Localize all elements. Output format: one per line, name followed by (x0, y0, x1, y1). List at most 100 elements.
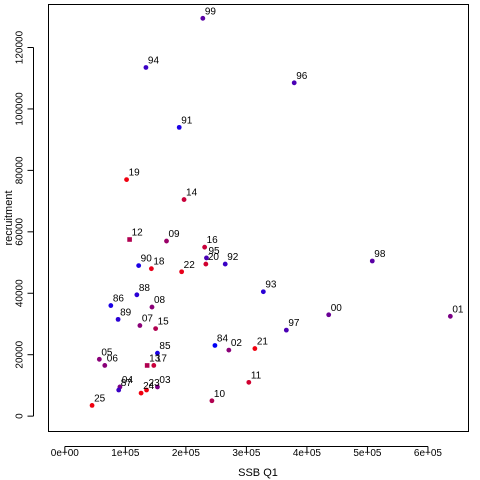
point-label: 84 (217, 333, 229, 344)
point-label: 96 (296, 71, 308, 82)
data-point (369, 258, 375, 264)
point-label: 86 (113, 294, 125, 305)
point-label: 08 (154, 295, 166, 306)
x-tick-label: 5e+05 (353, 448, 382, 459)
point-label: 85 (159, 341, 171, 352)
point-label: 01 (452, 304, 464, 315)
point-label: 21 (257, 337, 269, 348)
x-tick-label: 6e+05 (414, 448, 443, 459)
point-label: 17 (156, 353, 168, 364)
point-label: 25 (94, 393, 106, 404)
data-point (134, 292, 140, 298)
data-point (102, 363, 108, 368)
data-point (209, 398, 215, 404)
data-point (291, 80, 297, 86)
point-label: 91 (181, 115, 193, 126)
point-label: 95 (208, 246, 220, 257)
x-tick-label: 0e+00 (51, 448, 80, 459)
x-tick-label: 3e+05 (232, 448, 261, 459)
point-label: 12 (132, 228, 144, 239)
data-point (246, 379, 252, 385)
point-label: 02 (231, 338, 243, 349)
y-tick-label: 40000 (15, 279, 26, 307)
data-point (108, 303, 114, 308)
data-point (164, 238, 169, 244)
point-label: 14 (186, 188, 198, 199)
data-point (116, 387, 122, 393)
data-point (222, 261, 228, 267)
x-axis-label: SSB Q1 (238, 467, 278, 479)
point-label: 23 (149, 378, 161, 389)
point-label: 09 (169, 229, 181, 240)
point-label: 16 (207, 235, 219, 246)
y-tick-label: 80000 (15, 156, 26, 184)
point-label: 11 (251, 370, 262, 381)
data-points (89, 15, 453, 408)
point-label: 97 (288, 318, 300, 329)
y-tick-label: 60000 (15, 217, 26, 245)
data-point (252, 346, 258, 351)
data-point (204, 255, 209, 261)
plot-frame (48, 4, 469, 432)
point-label: 06 (107, 353, 119, 364)
data-point (89, 402, 95, 408)
point-label: 07 (142, 314, 154, 325)
data-point (203, 261, 209, 267)
data-point (212, 343, 218, 348)
data-point (115, 316, 121, 322)
data-point (144, 387, 149, 393)
data-point (181, 197, 187, 202)
x-tick-label: 2e+05 (172, 448, 201, 459)
point-label: 24 (143, 381, 155, 392)
point-label: 05 (101, 347, 113, 358)
data-point (226, 347, 232, 353)
data-point (151, 363, 157, 368)
point-label: 10 (214, 389, 226, 400)
data-point (136, 263, 142, 269)
y-axis-label: recruitment (3, 190, 15, 245)
point-label: 92 (227, 252, 239, 263)
point-label: 19 (129, 168, 141, 179)
data-point (260, 289, 266, 295)
data-point (144, 363, 150, 368)
data-point (155, 384, 160, 390)
point-label: 00 (331, 303, 343, 314)
data-point (179, 269, 185, 275)
point-label: 13 (149, 353, 161, 364)
point-label: 87 (121, 378, 133, 389)
y-tick-label: 120000 (15, 30, 26, 64)
y-tick-label: 100000 (15, 92, 26, 126)
data-point (176, 124, 182, 130)
point-label: 18 (153, 257, 165, 268)
point-label: 98 (374, 249, 386, 260)
data-point (96, 356, 102, 362)
point-label: 22 (184, 260, 196, 271)
data-point (138, 390, 144, 396)
data-point (127, 237, 132, 242)
data-point (200, 15, 206, 21)
point-label: 15 (158, 317, 170, 328)
data-point (202, 244, 208, 250)
point-label: 20 (208, 252, 220, 263)
point-label: 89 (120, 307, 132, 318)
y-tick-label: 20000 (15, 340, 26, 368)
data-point (148, 266, 154, 272)
x-tick-label: 4e+05 (293, 448, 322, 459)
y-axis: 0 20000 40000 60000 80000 100000 120000 (15, 30, 34, 419)
data-point (143, 65, 149, 70)
y-tick-label: 0 (15, 413, 26, 419)
point-label: 88 (139, 283, 151, 294)
data-point (326, 312, 332, 318)
point-label: 93 (265, 280, 277, 291)
x-axis: 0e+00 1e+05 2e+05 3e+05 4e+05 5e+05 6e+05 (51, 446, 443, 459)
data-point (447, 313, 453, 319)
x-tick-label: 1e+05 (111, 448, 140, 459)
data-point (153, 326, 159, 331)
point-label: 03 (159, 375, 171, 386)
point-label: 99 (205, 6, 217, 17)
point-label: 94 (148, 55, 160, 66)
point-label: 04 (122, 375, 134, 386)
point-label: 90 (141, 254, 153, 265)
